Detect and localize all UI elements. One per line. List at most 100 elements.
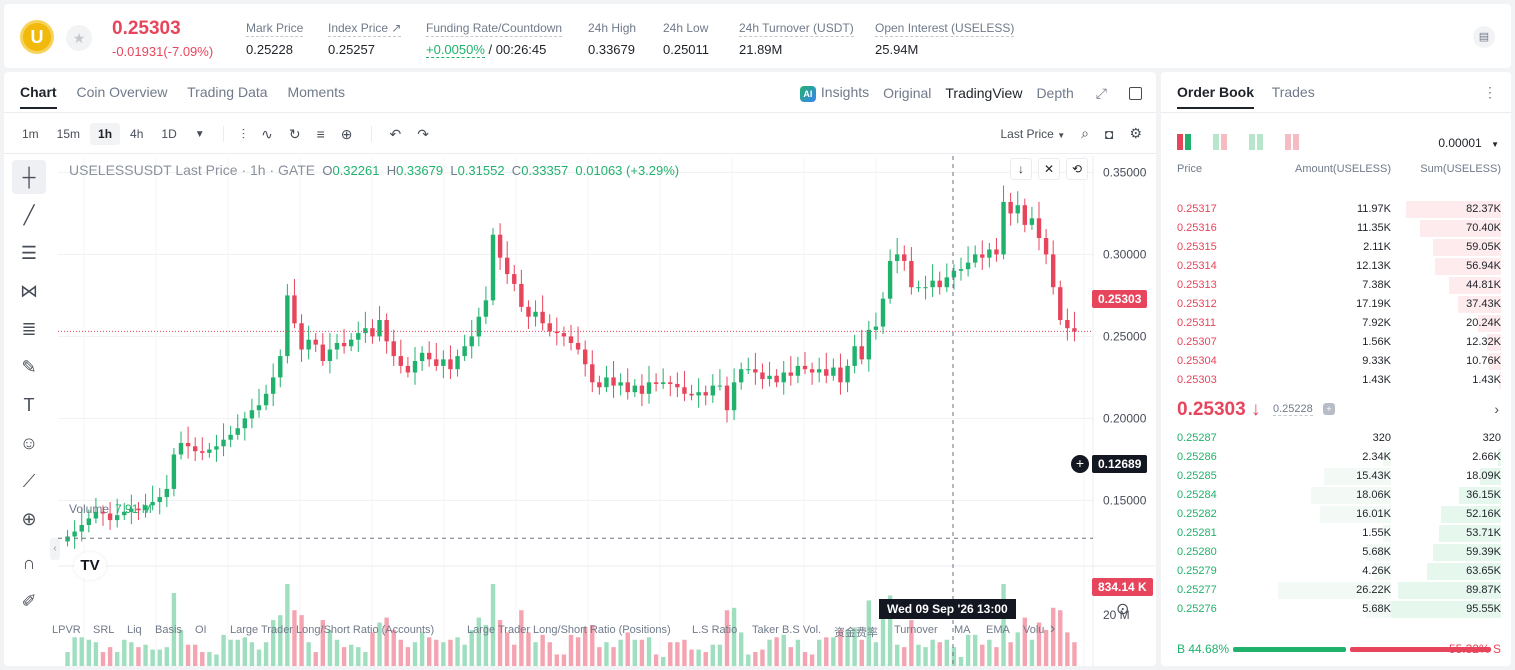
indicator-item[interactable]: 资金费率 (834, 627, 878, 639)
bid-row[interactable]: 0.25284 18.06K 36.15K (1161, 486, 1511, 505)
candle-type-icon[interactable]: ⫶ (241, 125, 246, 142)
indicator-item[interactable]: MA (954, 624, 971, 636)
add-alert-icon[interactable]: ⊕ (340, 125, 353, 142)
tab-moments[interactable]: Moments (287, 84, 346, 100)
bid-row[interactable]: 0.25276 5.68K 95.55K (1161, 600, 1511, 619)
indicator-item[interactable]: Turnover (894, 624, 938, 636)
tab-trades[interactable]: Trades (1271, 84, 1315, 100)
bid-row[interactable]: 0.25280 5.68K 59.39K (1161, 543, 1511, 562)
indicator-item[interactable]: OI (195, 624, 207, 636)
view-depth[interactable]: Depth (1036, 85, 1074, 101)
bid-row[interactable]: 0.25286 2.34K 2.66K (1161, 448, 1511, 467)
ask-row[interactable]: 0.25303 1.43K 1.43K (1161, 371, 1511, 390)
indicator-item[interactable]: Large Trader Long/Short Ratio (Accounts) (230, 624, 435, 636)
indicator-item[interactable]: SRL (93, 624, 115, 636)
view-tradingview[interactable]: TradingView (945, 85, 1023, 101)
redo-icon[interactable]: ↷ (417, 125, 429, 142)
indicator-item[interactable]: LPVR (52, 624, 81, 636)
chevron-right-icon[interactable]: › (1050, 620, 1056, 637)
add-crosshair-order-icon[interactable]: + (1071, 455, 1089, 473)
trend-line-tool-icon[interactable]: ╱ (23, 205, 35, 225)
search-icon[interactable]: ⌕ (1081, 125, 1089, 141)
timezone-settings-icon[interactable]: ⊙ (1116, 601, 1130, 618)
crosshair-tool-icon[interactable]: ┼ (12, 160, 46, 194)
horizontal-lines-tool-icon[interactable]: ☰ (20, 243, 38, 263)
reset-view-icon[interactable]: ⟲ (1066, 158, 1088, 180)
interval-1d[interactable]: 1D (161, 127, 177, 141)
ask-row[interactable]: 0.25317 11.97K 82.37K (1161, 200, 1511, 219)
gear-icon[interactable]: ⚙ (1129, 125, 1142, 141)
insights-button[interactable]: AI Insights (799, 84, 869, 102)
more-options-icon[interactable]: ⋮ (1483, 84, 1497, 100)
template-icon[interactable]: ≡ (316, 126, 325, 142)
ask-row[interactable]: 0.25304 9.33K 10.76K (1161, 352, 1511, 371)
emoji-tool-icon[interactable]: ☺ (19, 433, 39, 453)
interval-4h[interactable]: 4h (130, 127, 144, 141)
ruler-tool-icon[interactable]: ⟋ (22, 471, 36, 491)
tradingview-logo[interactable]: TV (74, 552, 106, 580)
bid-row[interactable]: 0.25282 16.01K 52.16K (1161, 505, 1511, 524)
tab-coin-overview[interactable]: Coin Overview (76, 84, 168, 100)
indicator-item[interactable]: Basis (155, 624, 182, 636)
tab-trading-data[interactable]: Trading Data (187, 84, 268, 100)
fib-tool-icon[interactable]: ≣ (21, 319, 37, 339)
interval-15m[interactable]: 15m (56, 127, 81, 141)
scroll-to-bottom-icon[interactable]: ↓ (1010, 158, 1032, 180)
tick-size-select[interactable]: 0.00001 ▼ (1438, 136, 1499, 150)
ask-row[interactable]: 0.25307 1.56K 12.32K (1161, 333, 1511, 352)
open-interest-label[interactable]: Open Interest (USELESS) (875, 21, 1015, 37)
compress-icon[interactable]: ✕ (1038, 158, 1060, 180)
indicator-item[interactable]: L.S Ratio (692, 624, 738, 636)
view-original[interactable]: Original (883, 85, 932, 101)
book-icon[interactable]: ▤ (1473, 26, 1495, 48)
candle-body (994, 249, 999, 255)
brush-tool-icon[interactable]: ✎ (21, 357, 37, 377)
interval-dropdown-icon[interactable]: ▼ (194, 128, 205, 140)
ask-row[interactable]: 0.25314 12.13K 56.94K (1161, 257, 1511, 276)
ask-row[interactable]: 0.25315 2.11K 59.05K (1161, 238, 1511, 257)
indicator-item[interactable]: Liq (127, 624, 142, 636)
layout-mixed-icon[interactable] (1213, 134, 1229, 150)
text-tool-icon[interactable]: T (23, 395, 35, 415)
expand-icon[interactable]: ⤢ (1095, 84, 1107, 101)
window-icon[interactable] (1129, 86, 1142, 100)
index-price-label[interactable]: Index Price ↗ (328, 21, 402, 37)
indicator-item[interactable]: EMA (986, 624, 1010, 636)
zoom-tool-icon[interactable]: ⊕ (21, 509, 37, 529)
bid-row[interactable]: 0.25281 1.55K 53.71K (1161, 524, 1511, 543)
ask-row[interactable]: 0.25313 7.38K 44.81K (1161, 276, 1511, 295)
collapse-drawbar-icon[interactable]: ‹ (50, 538, 60, 560)
layout-asks-icon[interactable] (1285, 134, 1301, 150)
magnet-tool-icon[interactable]: ∩ (22, 553, 36, 573)
ask-row[interactable]: 0.25312 17.19K 37.43K (1161, 295, 1511, 314)
lock-drawing-icon[interactable]: ✐ (21, 591, 37, 611)
bid-row[interactable]: 0.25279 4.26K 63.65K (1161, 562, 1511, 581)
camera-icon[interactable]: ◘ (1104, 125, 1114, 142)
favorite-star-icon[interactable]: ★ (66, 25, 92, 51)
funding-rate-label[interactable]: Funding Rate/Countdown (426, 21, 563, 37)
tab-chart[interactable]: Chart (20, 84, 57, 109)
replay-icon[interactable]: ↻ (288, 125, 301, 142)
interval-1m[interactable]: 1m (22, 127, 39, 141)
mark-price-label[interactable]: Mark Price (246, 21, 304, 37)
undo-icon[interactable]: ↶ (389, 125, 402, 142)
ask-row[interactable]: 0.25311 7.92K 20.24K (1161, 314, 1511, 333)
bid-row[interactable]: 0.25277 26.22K 89.87K (1161, 581, 1511, 600)
indicator-item[interactable]: Large Trader Long/Short Ratio (Positions… (467, 624, 671, 636)
layout-both-icon[interactable] (1177, 134, 1193, 150)
bid-row[interactable]: 0.25285 15.43K 18.09K (1161, 467, 1511, 486)
indicator-item[interactable]: Volu (1023, 624, 1045, 636)
chevron-right-icon[interactable]: › (1494, 401, 1499, 417)
bid-row[interactable]: 0.25287 320 320 (1161, 429, 1511, 448)
turnover-label[interactable]: 24h Turnover (USDT) (739, 21, 854, 37)
indicators-icon[interactable]: ∿ (261, 125, 273, 142)
ask-row[interactable]: 0.25316 11.35K 70.40K (1161, 219, 1511, 238)
chart-view-tabs: AI Insights Original TradingView Depth ⤢ (786, 84, 1142, 102)
interval-1h[interactable]: 1h (90, 123, 121, 145)
price-type-select[interactable]: Last Price ▼ (1001, 127, 1066, 141)
tab-order-book[interactable]: Order Book (1177, 84, 1255, 109)
layout-bids-icon[interactable] (1249, 134, 1265, 150)
pattern-tool-icon[interactable]: ⋈ (20, 281, 38, 301)
indicator-item[interactable]: Taker B.S Vol. (752, 624, 822, 636)
